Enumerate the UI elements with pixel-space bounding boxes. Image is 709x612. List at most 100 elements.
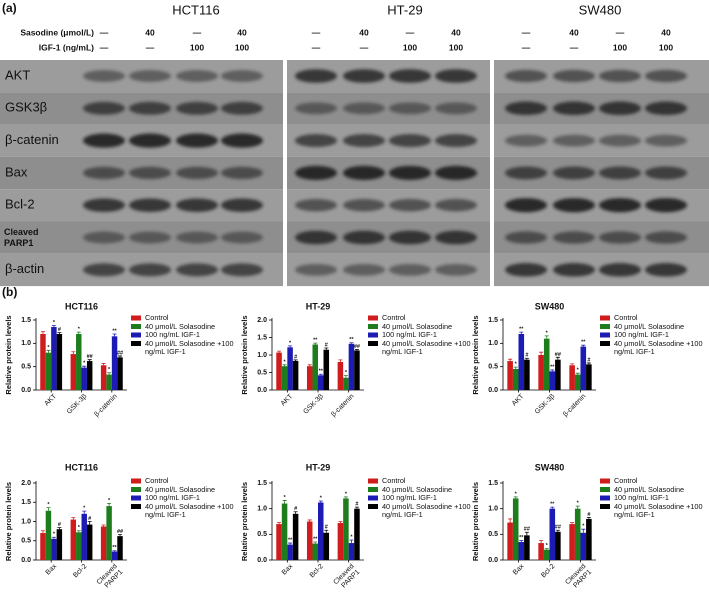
blot-band [176, 101, 218, 115]
significance-label: ** [519, 535, 524, 541]
blot-band [176, 198, 218, 212]
legend-label-text: Control [382, 477, 406, 485]
y-tick-label: 1.0 [21, 340, 31, 347]
treatment-value: — [193, 27, 202, 37]
bar [306, 366, 313, 390]
blot-band [295, 102, 337, 115]
bar [106, 374, 112, 390]
blot-band [505, 198, 547, 213]
bar [312, 344, 318, 390]
legend-swatch [131, 478, 141, 484]
blot-band [435, 102, 477, 115]
blot-band [505, 231, 547, 244]
error-bar [87, 359, 92, 362]
blot-band [295, 69, 337, 83]
legend-swatch [600, 315, 610, 321]
bar [549, 371, 556, 390]
bar [281, 503, 288, 560]
chart-title: HCT116 [65, 462, 98, 472]
bar [86, 524, 93, 560]
significance-label: * [83, 361, 86, 367]
blot-band [645, 263, 687, 277]
legend-label: 40 μmol/L Solasodine +100 ng/mL IGF-1 [145, 503, 234, 519]
blot-band [389, 102, 431, 115]
legend-label: Control [614, 314, 638, 322]
bar [56, 529, 63, 560]
bar [318, 375, 324, 390]
blot-band [83, 198, 125, 212]
y-tick-label: 1.0 [257, 352, 267, 359]
legend-label-text: 100 ng/mL IGF-1 [145, 494, 200, 502]
bar [586, 364, 592, 390]
legend-swatch [600, 495, 610, 501]
blot-band [295, 134, 337, 148]
blot-band [221, 101, 263, 115]
bar [549, 508, 556, 560]
panel-label: (a) [2, 1, 17, 15]
significance-label: * [284, 359, 287, 365]
blot-band [221, 166, 263, 180]
error-bar [307, 364, 312, 367]
bar [292, 513, 299, 560]
significance-label: * [546, 543, 549, 549]
bar [580, 346, 587, 390]
legend-swatch [368, 478, 378, 484]
protein-label: Cleaved PARP1 [4, 227, 39, 248]
y-axis-label: Relative protein levels [4, 315, 13, 394]
bar [45, 510, 52, 560]
legend-swatch [600, 332, 610, 338]
error-bar [539, 351, 544, 355]
bar [348, 343, 355, 390]
blot-band [505, 263, 547, 277]
blot-band [295, 230, 337, 245]
y-tick-label: 0.5 [488, 531, 498, 538]
error-bar [107, 503, 112, 507]
error-bar [586, 516, 591, 519]
blot-band [221, 198, 263, 212]
error-bar [293, 359, 298, 361]
blot-band [83, 133, 125, 148]
error-bar [87, 521, 92, 525]
blot-band [176, 133, 218, 148]
blot-band [343, 199, 385, 212]
significance-label: * [345, 491, 348, 497]
error-bar [282, 364, 287, 367]
error-bar [71, 351, 76, 355]
bar [555, 531, 561, 560]
significance-label: * [83, 506, 86, 512]
error-bar [313, 541, 318, 544]
significance-label: ** [313, 536, 318, 542]
error-bar [519, 540, 524, 543]
significance-label: # [58, 327, 61, 333]
legend-swatch [368, 487, 378, 492]
treatment-value: 40 [237, 27, 247, 37]
legend-label: 100 ng/mL IGF-1 [382, 494, 437, 502]
legend-label: 40 μmol/L Solasodine +100 ng/mL IGF-1 [382, 503, 471, 519]
y-tick-label: 1.5 [21, 317, 31, 324]
treatment-value: 100 [403, 42, 417, 52]
blot-band [389, 165, 431, 180]
significance-label: * [577, 368, 580, 374]
blot-band [435, 230, 477, 245]
legend-label-text: 100 ng/mL IGF-1 [614, 494, 669, 502]
significance-label: * [53, 532, 56, 538]
y-tick-label: 0.5 [21, 364, 31, 371]
y-axis-label: Relative protein levels [471, 315, 480, 394]
bar [111, 551, 118, 560]
error-bar [570, 522, 575, 525]
bar [323, 349, 330, 390]
x-tick-label: β-catenin [562, 393, 587, 418]
bar [538, 543, 544, 560]
legend-label: 100 ng/mL IGF-1 [382, 331, 437, 339]
blot-band [343, 165, 385, 180]
blot-band [343, 263, 385, 276]
blot-band [553, 69, 595, 83]
x-tick-label: Cleaved PARP1 [564, 563, 593, 589]
panel-label: (b) [2, 285, 17, 299]
blot-band [176, 231, 218, 244]
legend-label: 40 μmol/L Solasodine [614, 486, 684, 494]
bar [100, 526, 107, 560]
legend-label: 100 ng/mL IGF-1 [614, 331, 669, 339]
legend-swatch [368, 324, 378, 329]
significance-label: ** [519, 327, 524, 333]
